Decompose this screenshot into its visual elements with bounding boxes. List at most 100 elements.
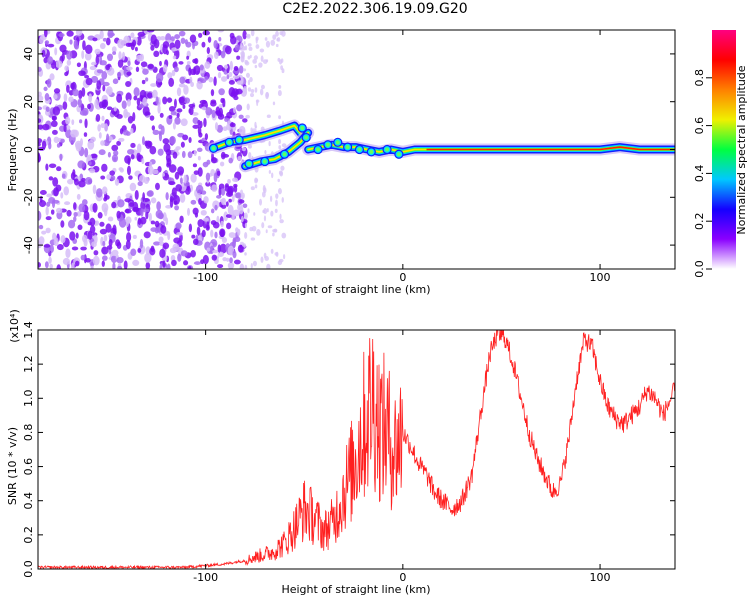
noise-blob (106, 133, 110, 143)
noise-blob (201, 229, 206, 238)
noise-blob (105, 89, 112, 94)
noise-blob (80, 246, 87, 251)
noise-blob (200, 209, 207, 216)
noise-blob (94, 48, 101, 55)
noise-blob (84, 147, 89, 158)
noise-blob (123, 260, 128, 269)
noise-blob (176, 231, 183, 236)
noise-blob (174, 116, 181, 125)
noise-blob (49, 73, 55, 81)
noise-blob (76, 211, 82, 217)
noise-blob (250, 237, 256, 241)
noise-blob (227, 262, 235, 269)
noise-blob (264, 256, 269, 262)
noise-blob (75, 232, 79, 239)
noise-blob (53, 136, 60, 144)
noise-blob (99, 42, 106, 50)
noise-blob (117, 39, 125, 49)
noise-blob (92, 255, 100, 266)
noise-blob (192, 117, 199, 124)
noise-blob (162, 64, 168, 73)
noise-blob (64, 201, 71, 206)
noise-blob (190, 199, 197, 205)
noise-blob (140, 61, 148, 68)
noise-blob (38, 224, 44, 230)
noise-blob (71, 246, 79, 251)
noise-blob (103, 196, 108, 202)
noise-blob (95, 114, 101, 122)
noise-blob (65, 116, 71, 125)
noise-blob (149, 145, 157, 155)
noise-blob (79, 109, 88, 116)
noise-blob (268, 170, 271, 174)
noise-blob (56, 166, 62, 172)
noise-blob (227, 204, 234, 215)
noise-blob (43, 244, 51, 248)
noise-blob (62, 101, 68, 110)
noise-blob (153, 241, 161, 246)
noise-blob (187, 207, 191, 216)
noise-blob (61, 173, 66, 179)
noise-blob (127, 115, 134, 124)
noise-blob (150, 220, 156, 225)
noise-blob (103, 99, 109, 108)
noise-blob (250, 92, 255, 98)
noise-blob (264, 149, 267, 155)
noise-blob (111, 144, 119, 152)
noise-blob (168, 164, 177, 173)
noise-blob (130, 248, 137, 256)
noise-blob (99, 60, 107, 66)
colorbar-tick-label: 0.8 (693, 69, 706, 87)
noise-blob (155, 182, 160, 191)
noise-blob (142, 192, 146, 202)
noise-blob (213, 76, 217, 87)
noise-blob (178, 61, 184, 65)
noise-blob (255, 44, 260, 49)
noise-blob (51, 115, 58, 121)
noise-blob (217, 71, 222, 79)
noise-blob (47, 43, 55, 48)
noise-blob (136, 152, 141, 162)
ridge-speckle-core (282, 152, 287, 157)
noise-blob (242, 203, 248, 209)
noise-blob (197, 167, 203, 177)
spectrogram-x-ticks: -100 0 100 (193, 30, 611, 284)
noise-blob (52, 129, 58, 135)
noise-blob (174, 39, 181, 50)
noise-blob (221, 153, 230, 158)
noise-blob (126, 71, 132, 76)
noise-blob (81, 50, 85, 60)
noise-blob (281, 143, 287, 148)
noise-blob (220, 220, 224, 228)
noise-blob (189, 76, 193, 84)
noise-blob (65, 248, 71, 259)
noise-blob (110, 255, 118, 264)
noise-blob (147, 63, 154, 69)
noise-blob (171, 69, 176, 77)
noise-blob (60, 235, 66, 244)
spectrogram-x-axis-title: Height of straight line (km) (281, 283, 430, 296)
noise-blob (157, 148, 164, 156)
noise-blob (266, 208, 269, 213)
noise-blob (278, 115, 281, 120)
noise-blob (100, 123, 106, 129)
noise-blob (87, 230, 93, 240)
noise-blob (122, 129, 129, 136)
noise-blob (180, 118, 188, 127)
noise-blob (256, 229, 261, 236)
snr-series-line (38, 330, 675, 569)
noise-blob (232, 209, 240, 217)
noise-blob (232, 75, 240, 79)
noise-blob (171, 187, 177, 197)
noise-blob (98, 132, 102, 139)
noise-blob (245, 114, 250, 119)
noise-blob (280, 58, 284, 63)
noise-blob (38, 124, 44, 130)
noise-blob (145, 261, 151, 269)
chart-title: C2E2.2022.306.19.09.G20 (282, 1, 468, 17)
noise-blob (233, 66, 239, 71)
noise-blob (176, 112, 180, 118)
noise-blob (83, 132, 88, 137)
noise-blob (261, 222, 265, 229)
noise-blob (277, 188, 282, 195)
